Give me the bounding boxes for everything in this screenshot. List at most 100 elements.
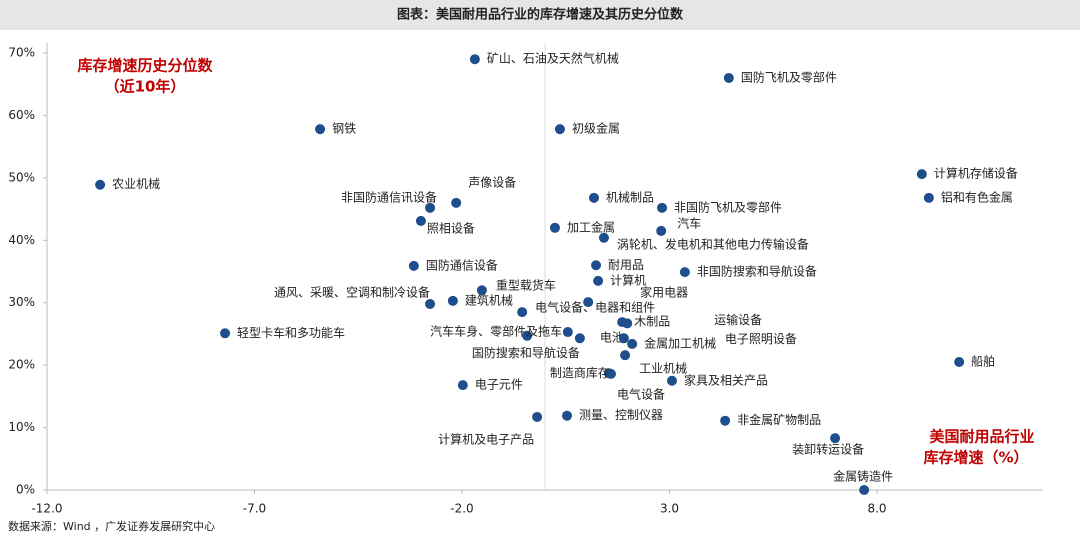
- point-label: 计算机存储设备: [934, 166, 1018, 181]
- point: [517, 307, 528, 318]
- annotation: 库存增速历史分位数: [77, 57, 213, 75]
- point: [656, 225, 667, 236]
- point-label: 通风、采暖、空调和制冷设备: [274, 285, 430, 299]
- point: [476, 285, 487, 296]
- point-label: 电子照明设备: [725, 332, 797, 346]
- point: [591, 260, 602, 271]
- y-tick-label: 0%: [16, 483, 35, 497]
- point: [657, 202, 668, 213]
- point: [469, 54, 480, 65]
- point: [666, 375, 677, 386]
- point: [605, 368, 616, 379]
- point: [588, 192, 599, 203]
- x-tick-label: 3.0: [660, 502, 679, 516]
- annotation: 美国耐用品行业: [929, 428, 1034, 446]
- point-label: 电气设备: [617, 386, 665, 401]
- x-tick-label: -2.0: [450, 502, 473, 516]
- point: [859, 485, 870, 495]
- point-label: 机械制品: [606, 189, 654, 204]
- point: [425, 202, 436, 213]
- point: [574, 333, 585, 344]
- point-label: 钢铁: [332, 122, 356, 136]
- y-tick-label: 50%: [8, 170, 35, 184]
- point: [618, 333, 629, 344]
- point: [620, 350, 631, 361]
- point-label: 非国防搜索和导航设备: [697, 264, 817, 279]
- point-label: 重型载货车: [496, 278, 556, 293]
- point-label: 测量、控制仪器: [579, 408, 663, 422]
- point-label: 初级金属: [572, 121, 620, 136]
- point: [408, 260, 419, 271]
- point-label: 非国防飞机及零部件: [674, 199, 782, 214]
- point: [315, 124, 326, 135]
- point-label: 涡轮机、发电机和其他电力传输设备: [617, 236, 809, 251]
- point-label: 家具及相关产品: [684, 372, 768, 387]
- y-tick-label: 10%: [8, 420, 35, 434]
- point-label: 船舶: [971, 354, 995, 369]
- x-tick-label: 8.0: [867, 502, 886, 516]
- point-label: 汽车: [677, 215, 701, 230]
- point: [554, 124, 565, 135]
- source: 数据来源：Wind ，广发证券发展研究中心: [8, 519, 215, 533]
- point-label: 非金属矿物制品: [737, 412, 821, 427]
- point-label: 建筑机械: [465, 292, 513, 307]
- x-tick-label: -12.0: [31, 502, 62, 516]
- point-label: 运输设备: [714, 312, 762, 327]
- point: [425, 298, 436, 309]
- point: [562, 327, 573, 338]
- point: [447, 295, 458, 306]
- point-label: 农业机械: [112, 176, 160, 191]
- point-label: 汽车车身、零部件及拖车: [430, 323, 562, 338]
- y-tick-label: 60%: [8, 108, 35, 122]
- title-bar: [0, 0, 1080, 30]
- point-label: 电池: [600, 331, 624, 345]
- point: [549, 222, 560, 233]
- point: [830, 433, 841, 444]
- annotation: （近10年）: [105, 78, 186, 96]
- point: [561, 410, 572, 421]
- point: [457, 380, 468, 391]
- point-label: 国防通信设备: [426, 257, 498, 272]
- point-label: 金属加工机械: [644, 335, 716, 350]
- y-tick-label: 30%: [8, 295, 35, 309]
- point: [593, 275, 604, 286]
- x-tick-label: -7.0: [243, 502, 266, 516]
- point: [598, 232, 609, 243]
- point-label: 电子元件: [475, 378, 523, 392]
- point-label: 国防搜索和导航设备: [472, 345, 580, 360]
- point-label: 计算机及电子产品: [438, 431, 534, 446]
- point-label: 声像设备: [468, 175, 516, 189]
- point: [723, 72, 734, 83]
- point-label: 轻型卡车和多功能车: [237, 325, 345, 340]
- point-label: 计算机: [610, 272, 646, 287]
- point: [451, 197, 462, 208]
- point: [720, 415, 731, 426]
- point: [679, 267, 690, 278]
- point-label: 木制品: [634, 315, 670, 329]
- point-label: 金属铸造件: [833, 469, 893, 484]
- point: [415, 215, 426, 226]
- annotation: 库存增速（%）: [923, 449, 1028, 467]
- y-tick-label: 70%: [8, 46, 35, 60]
- point-label: 电气设备、电器和组件: [535, 300, 655, 315]
- point-label: 家用电器: [640, 285, 688, 300]
- point-label: 铝和有色金属: [941, 189, 1013, 204]
- point: [583, 297, 594, 308]
- point: [532, 411, 543, 422]
- point-label: 装卸转运设备: [792, 442, 864, 457]
- chart-title: 图表：美国耐用品行业的库存增速及其历史分位数: [397, 7, 684, 23]
- point-label: 耐用品: [608, 258, 644, 272]
- point: [622, 318, 633, 329]
- point: [95, 179, 106, 190]
- point-label: 矿山、石油及天然气机械: [487, 51, 619, 66]
- point: [627, 338, 638, 349]
- point-label: 照相设备: [427, 221, 475, 235]
- point: [522, 330, 533, 341]
- point-label: 非国防通信讯设备: [341, 189, 437, 204]
- point: [954, 357, 965, 368]
- point-label: 国防飞机及零部件: [741, 69, 837, 84]
- point-label: 工业机械: [639, 361, 687, 376]
- point-label: 制造商库存: [550, 365, 610, 380]
- y-tick-label: 40%: [8, 233, 35, 247]
